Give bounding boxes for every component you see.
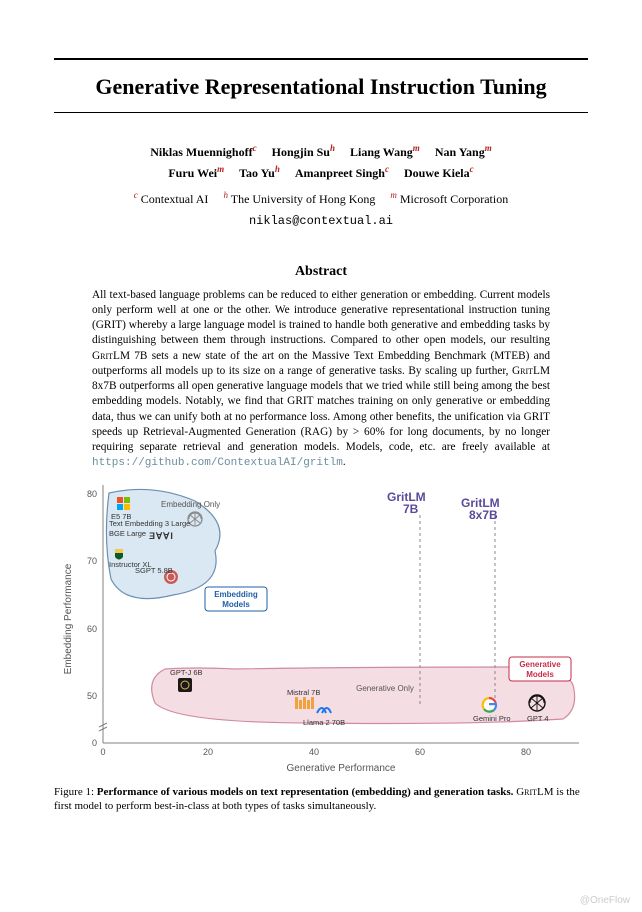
svg-text:Mistral 7B: Mistral 7B [287,688,320,697]
figure-caption: Figure 1: Performance of various models … [54,785,588,814]
author-block: Niklas Muennighoffc Hongjin Suh Liang Wa… [54,141,588,184]
generative-models-box: Generative Models [509,657,571,681]
figure-1-scatter: 0 20 40 60 80 0 50 60 70 80 Generative P… [55,479,587,779]
svg-text:80: 80 [87,489,97,499]
mistral-icon [295,697,314,709]
abstract-heading: Abstract [54,264,588,280]
contact-email: niklas@contextual.ai [54,211,588,231]
author: Niklas Muennighoffc [150,141,256,162]
author: Tao Yuh [239,162,280,183]
eai-icon [178,678,192,692]
svg-text:60: 60 [415,747,425,757]
svg-text:Models: Models [222,600,250,609]
author: Amanpreet Singhc [295,162,389,183]
affil-mark: h [275,164,280,174]
x-axis-label: Generative Performance [287,763,396,774]
affil-mark: m [217,164,224,174]
baai-icon: ƎⱯⱯI [149,531,174,541]
svg-text:40: 40 [309,747,319,757]
author: Douwe Kielac [404,162,474,183]
svg-text:50: 50 [87,691,97,701]
svg-text:0: 0 [92,738,97,748]
svg-text:70: 70 [87,556,97,566]
svg-text:GPT 4: GPT 4 [527,714,549,723]
affiliation: m Microsoft Corporation [390,188,508,209]
abstract-body: All text-based language problems can be … [92,288,550,472]
y-axis-label: Embedding Performance [63,563,74,674]
svg-text:Gemini Pro: Gemini Pro [473,714,511,723]
top-rule [54,58,588,60]
affil-mark: c [253,143,257,153]
note-embedding-only: Embedding Only [161,500,220,509]
svg-text:Generative: Generative [519,660,561,669]
repo-link[interactable]: https://github.com/ContextualAI/gritlm [92,457,343,469]
svg-text:Models: Models [526,670,554,679]
svg-text:Llama 2 70B: Llama 2 70B [303,718,345,727]
xtick-labels: 0 20 40 60 80 [100,747,531,757]
affil-mark: h [330,143,335,153]
svg-text:80: 80 [521,747,531,757]
author: Nan Yangm [435,141,492,162]
embedding-models-box: Embedding Models [205,587,267,611]
affil-mark: m [485,143,492,153]
paper-title: Generative Representational Instruction … [54,74,588,100]
svg-text:SGPT 5.8B: SGPT 5.8B [135,566,173,575]
svg-text:0: 0 [100,747,105,757]
svg-text:20: 20 [203,747,213,757]
hku-icon [115,549,123,560]
svg-text:Text Embedding 3 Large: Text Embedding 3 Large [109,519,190,528]
ytick-labels: 0 50 60 70 80 [87,489,97,748]
affil-mark: c [470,164,474,174]
author: Furu Weim [168,162,224,183]
svg-text:60: 60 [87,624,97,634]
svg-text:Embedding: Embedding [214,590,258,599]
affiliation-block: c Contextual AI h The University of Hong… [54,188,588,209]
paper-page: Generative Representational Instruction … [0,0,642,912]
affiliation: h The University of Hong Kong [223,188,375,209]
watermark: @OneFlow [580,895,630,906]
svg-text:BGE Large: BGE Large [109,529,146,538]
title-underline [54,112,588,113]
svg-text:GPT-J 6B: GPT-J 6B [170,668,203,677]
google-icon [482,698,496,712]
author: Liang Wangm [350,141,420,162]
svg-text:7B: 7B [403,502,419,516]
affiliation: c Contextual AI [134,188,209,209]
affil-mark: m [413,143,420,153]
svg-text:8x7B: 8x7B [469,508,498,522]
affil-mark: c [385,164,389,174]
author: Hongjin Suh [272,141,335,162]
note-generative-only: Generative Only [356,684,414,693]
